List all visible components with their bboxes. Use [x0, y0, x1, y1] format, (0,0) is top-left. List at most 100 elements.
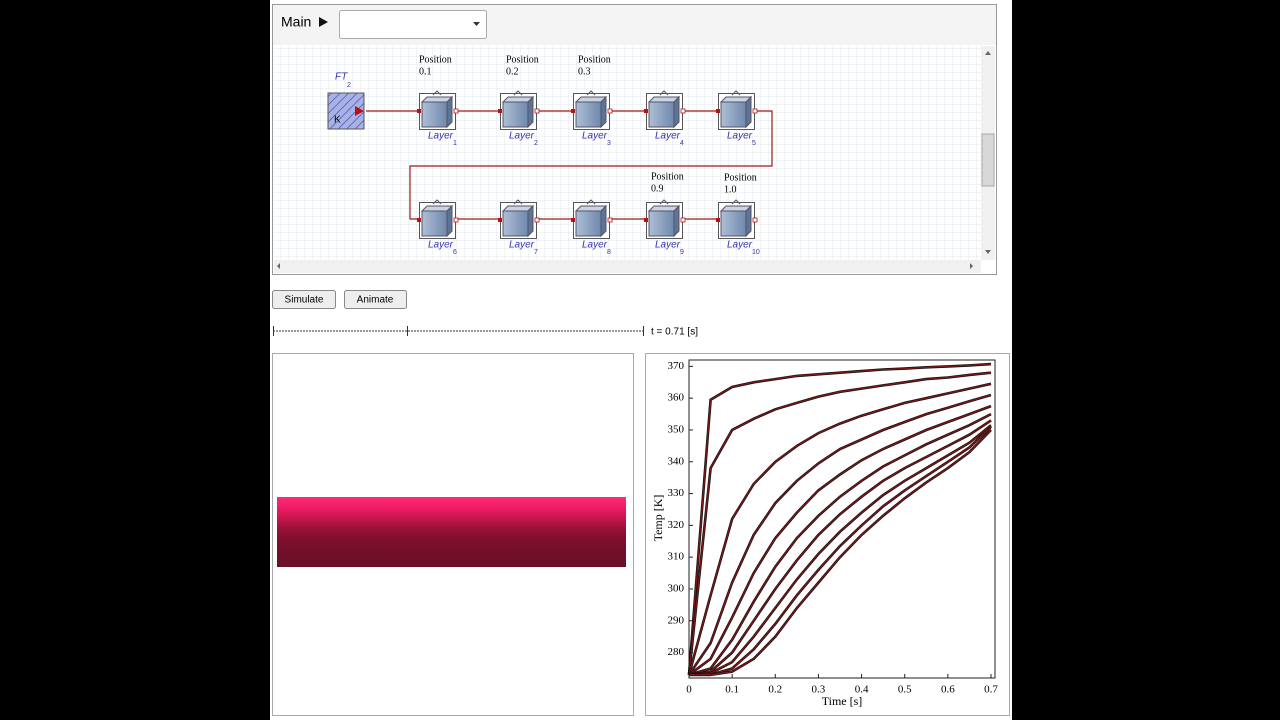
in-port [498, 109, 502, 113]
temperature-line [688, 383, 992, 675]
x-tick-label: 0.7 [984, 684, 998, 696]
layer-cube [575, 210, 602, 237]
layer-subscript: 7 [534, 249, 538, 256]
y-tick-label: 350 [668, 423, 685, 435]
layer-cube [502, 101, 529, 128]
temperature-line [688, 419, 992, 676]
layer-name: Layer [582, 240, 608, 251]
layer-port [659, 199, 669, 205]
layer-subscript: 1 [453, 140, 457, 147]
layer-cube [745, 95, 752, 129]
layer-cube [421, 101, 448, 128]
in-port [571, 218, 575, 222]
position-value: 0.9 [651, 183, 664, 194]
temperature-line [688, 372, 992, 675]
in-port [716, 218, 720, 222]
diagram-canvas [274, 46, 981, 260]
layer-cube [745, 204, 752, 238]
temperature-band [277, 497, 626, 567]
position-label: Position [724, 172, 757, 183]
layer-port [659, 90, 669, 96]
position-value: 0.2 [506, 66, 519, 77]
toolbar-label: Main [281, 14, 311, 30]
layer-name: Layer [428, 240, 454, 251]
in-port [644, 109, 648, 113]
layer-cube [527, 95, 534, 129]
x-tick-label: 0.5 [898, 684, 912, 696]
layer-cube [502, 210, 529, 237]
x-tick-label: 0 [686, 684, 692, 696]
dropdown[interactable] [339, 10, 487, 39]
y-tick-label: 290 [668, 614, 685, 626]
layer-cube [600, 95, 607, 129]
layer-name: Layer [509, 240, 535, 251]
connections [366, 110, 773, 220]
layer-port [432, 199, 442, 205]
temperature-line [688, 363, 992, 675]
simulate-button[interactable] [272, 290, 336, 309]
arrow-icon [319, 17, 328, 27]
position-label: Position [506, 54, 539, 65]
layer-subscript: 8 [607, 249, 611, 256]
y-axis-label: Temp [K] [651, 495, 665, 542]
layer-subscript: 10 [752, 249, 760, 256]
layer-cube [673, 204, 680, 238]
layer-cube [648, 210, 675, 237]
layer-subscript: 2 [534, 140, 538, 147]
position-label: Position [651, 171, 684, 182]
out-port [680, 217, 686, 223]
y-tick-label: 320 [668, 519, 685, 531]
y-tick-label: 330 [668, 487, 685, 499]
x-tick-label: 0.4 [855, 684, 869, 696]
in-port [716, 109, 720, 113]
layer-cube [527, 204, 534, 238]
slider-ticks [273, 326, 644, 336]
layer-port [731, 199, 741, 205]
layer-subscript: 3 [607, 140, 611, 147]
button-label: Simulate [285, 295, 324, 306]
layer-port [586, 199, 596, 205]
layer-subscript: 9 [680, 249, 684, 256]
plot-panel [645, 353, 1010, 716]
source-port [355, 106, 364, 116]
position-label: Position [578, 54, 611, 65]
layer-cube [446, 95, 453, 129]
layer-cube [446, 204, 453, 238]
temperature-line [689, 429, 992, 676]
layer-name: Layer [727, 240, 753, 251]
layer-name: Layer [655, 240, 681, 251]
animate-button[interactable] [344, 290, 407, 309]
temperature-line [688, 413, 992, 676]
x-axis-label: Time [s] [822, 694, 863, 708]
position-value: 0.3 [578, 66, 591, 77]
in-port [417, 109, 421, 113]
layer-port [731, 90, 741, 96]
v-scroll-thumb[interactable] [981, 133, 995, 187]
layer-name: Layer [428, 131, 454, 142]
layer-cube [648, 101, 675, 128]
dropdown-arrow [473, 22, 480, 26]
layer-cube [720, 101, 747, 128]
out-port [607, 108, 613, 114]
position-label: Position [419, 54, 452, 65]
x-tick-label: 0.6 [941, 684, 955, 696]
layer-name: Layer [509, 131, 535, 142]
plot-frame [688, 359, 996, 679]
layer-cube [600, 204, 607, 238]
layer-name: Layer [727, 131, 753, 142]
layer-cube [720, 210, 747, 237]
in-port [498, 218, 502, 222]
layer-port [513, 90, 523, 96]
out-port [752, 217, 758, 223]
out-port [534, 217, 540, 223]
in-port [644, 218, 648, 222]
out-port [607, 217, 613, 223]
time-label: t = 0.71 [s] [651, 327, 698, 338]
source-label: K [334, 115, 341, 126]
out-port [453, 108, 459, 114]
in-port [571, 109, 575, 113]
h-scrollbar[interactable] [274, 260, 981, 273]
position-value: 1.0 [724, 184, 737, 195]
y-tick-label: 280 [668, 646, 685, 658]
